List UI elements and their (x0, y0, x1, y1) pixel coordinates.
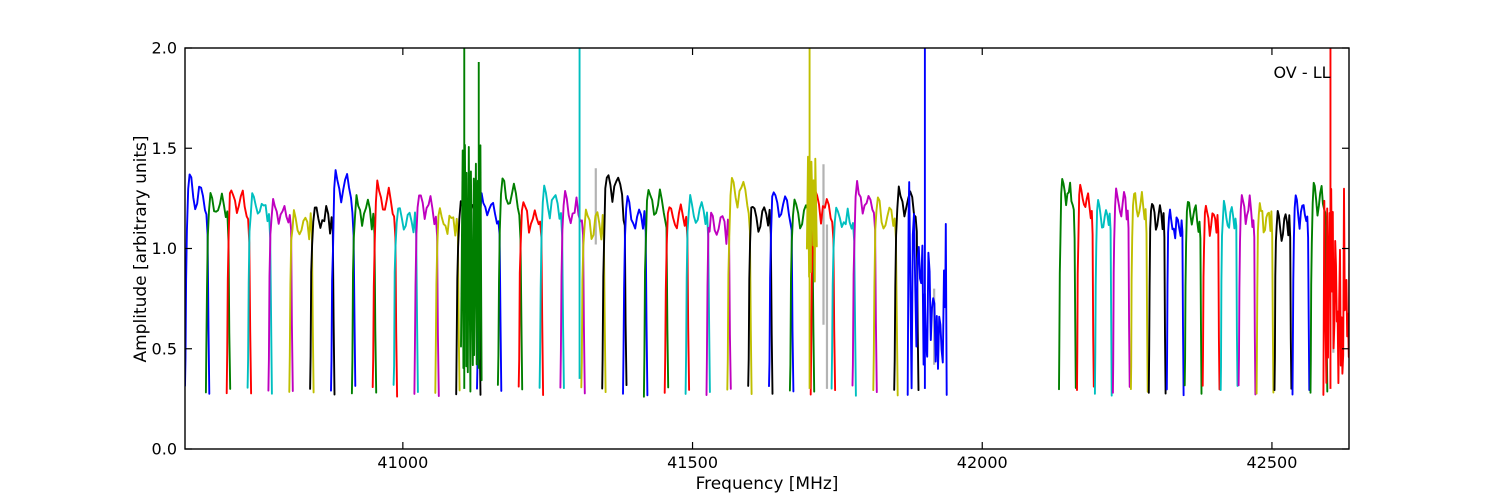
subband-curve (1111, 187, 1131, 394)
subband-curve (371, 179, 399, 398)
subband-curve (185, 173, 211, 395)
subband-curve (496, 177, 524, 391)
rfi-spikes-layer (460, 48, 1332, 393)
subband-curve (246, 192, 273, 395)
subband-curve (330, 169, 357, 392)
subband-curve (1219, 199, 1239, 391)
subband-curve (684, 194, 711, 395)
y-tick-label: 2.0 (152, 39, 177, 58)
subband-curve (830, 206, 857, 397)
subband-curve (809, 189, 837, 396)
station-polarization-label: OV - LL (1273, 63, 1330, 82)
subband-curve (204, 192, 232, 394)
x-tick-label: 41500 (667, 453, 718, 472)
subband-curve (1237, 194, 1257, 396)
subband-curve (768, 191, 795, 393)
subband-curve (350, 194, 378, 395)
subband-curve (559, 190, 586, 395)
subband-curve (642, 188, 670, 398)
subband-curve (872, 196, 899, 397)
subband-curve (1273, 209, 1293, 392)
subband-curve (601, 174, 628, 390)
subband-curve (225, 189, 253, 395)
subband-curve (434, 207, 461, 394)
axes-frame (184, 47, 1350, 450)
x-axis-label: Frequency [MHz] (696, 474, 839, 494)
subband-curve (580, 208, 607, 394)
subband-curve (1322, 187, 1349, 396)
subband-curve (1165, 208, 1185, 397)
subband-curve (1201, 204, 1221, 391)
subband-curve (726, 176, 753, 395)
y-tick-label: 1.5 (152, 139, 177, 158)
subband-curve (1183, 200, 1203, 395)
subband-curve (906, 181, 948, 396)
subband-curve (747, 205, 774, 395)
subband-curve (517, 201, 545, 396)
y-tick-label: 0.0 (152, 440, 177, 459)
subband-curve (1058, 177, 1077, 391)
subband-curve (267, 197, 294, 392)
subband-curve (1076, 183, 1095, 391)
subband-curve (413, 194, 440, 397)
subband-curve (538, 184, 565, 390)
y-axis-label: Amplitude [arbitrary units] (131, 135, 151, 362)
subband-curve (392, 207, 419, 393)
x-tick-label: 41000 (377, 453, 428, 472)
subband-curve (622, 195, 649, 397)
subband-curve (1147, 203, 1167, 395)
subband-curve (1309, 181, 1329, 394)
subband-curve (309, 205, 336, 396)
axes-ticks: 41000 41500 42000 42500 0.0 0.5 1.0 1.5 2.0 (152, 39, 1349, 472)
subband-curves-layer (185, 169, 1349, 398)
subband-curve (288, 209, 315, 394)
subband-curve (663, 203, 691, 394)
subband-curve (1129, 191, 1149, 393)
x-tick-label: 42000 (957, 453, 1008, 472)
subband-curve (1255, 202, 1275, 395)
subband-curve (1291, 194, 1311, 396)
y-tick-label: 1.0 (152, 239, 177, 258)
y-tick-label: 0.5 (152, 339, 177, 358)
x-tick-label: 42500 (1246, 453, 1297, 472)
subband-curve (705, 211, 732, 396)
subband-curve (893, 185, 920, 392)
subband-curve (851, 179, 878, 394)
subband-curve (1093, 199, 1113, 397)
